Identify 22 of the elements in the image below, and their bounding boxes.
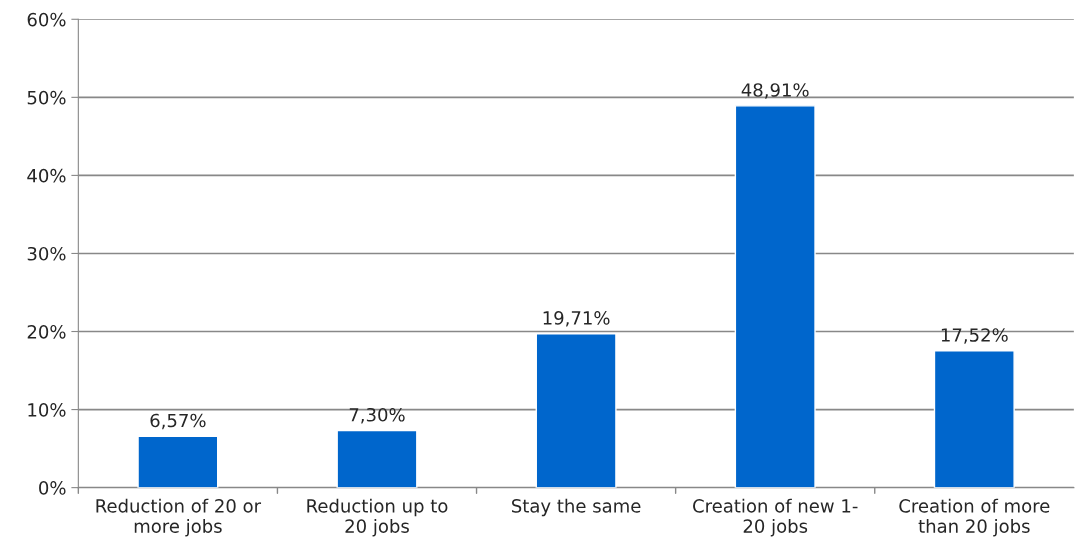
- x-tick-label: Reduction of 20 or more jobs: [96, 498, 262, 537]
- bar: [336, 429, 418, 488]
- bar: [535, 333, 617, 488]
- data-label: 7,30%: [349, 407, 405, 424]
- bar: [734, 105, 816, 488]
- y-tick-label: 40%: [27, 168, 66, 183]
- bar: [933, 350, 1015, 488]
- x-tick-label: Stay the same: [512, 498, 641, 517]
- y-tick-label: 50%: [27, 90, 66, 105]
- x-tick-label: Creation of more than 20 jobs: [899, 498, 1050, 537]
- data-label: 17,52%: [941, 328, 1008, 344]
- x-tick-label: Reduction up to 20 jobs: [307, 498, 448, 537]
- data-label: 19,71%: [543, 311, 610, 327]
- y-tick-label: 20%: [27, 324, 66, 339]
- y-tick-label: 30%: [27, 246, 66, 261]
- bar: [137, 435, 219, 488]
- y-tick-label: 10%: [28, 403, 66, 417]
- x-tick-label: Creation of new 1- 20 jobs: [693, 498, 858, 537]
- y-tick-label: 0%: [39, 481, 66, 495]
- data-label: 48,91%: [741, 83, 809, 99]
- y-tick-label: 60%: [27, 12, 66, 27]
- data-label: 6,57%: [150, 413, 206, 430]
